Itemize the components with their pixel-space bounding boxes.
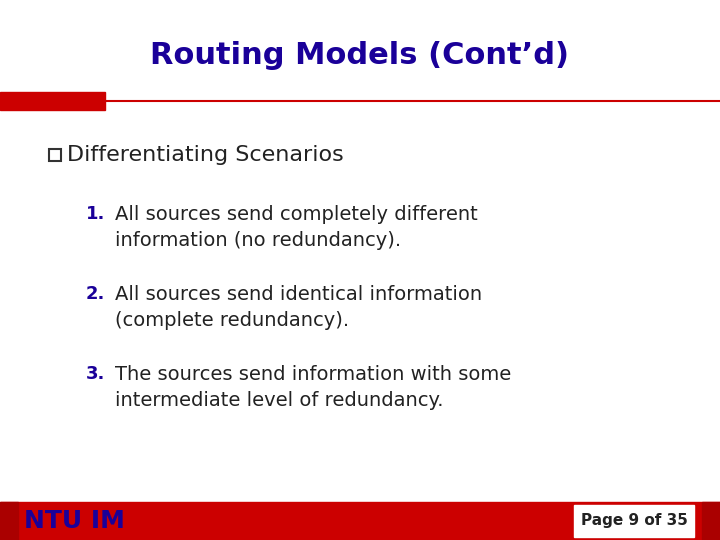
- Text: 3.: 3.: [86, 365, 105, 383]
- Text: All sources send completely different
information (no redundancy).: All sources send completely different in…: [115, 205, 478, 249]
- Text: All sources send identical information
(complete redundancy).: All sources send identical information (…: [115, 285, 482, 330]
- Text: NTU IM: NTU IM: [24, 509, 125, 533]
- Bar: [0, 502, 720, 540]
- Text: 2.: 2.: [86, 285, 105, 303]
- FancyBboxPatch shape: [574, 505, 694, 537]
- Text: Routing Models (Cont’d): Routing Models (Cont’d): [150, 40, 570, 70]
- Text: The sources send information with some
intermediate level of redundancy.: The sources send information with some i…: [115, 365, 511, 410]
- Bar: [0, 92, 105, 110]
- Text: 1.: 1.: [86, 205, 105, 223]
- Bar: [49, 149, 61, 161]
- Text: Page 9 of 35: Page 9 of 35: [580, 514, 688, 529]
- Text: Differentiating Scenarios: Differentiating Scenarios: [67, 145, 343, 165]
- Bar: [702, 502, 720, 540]
- Bar: [0, 502, 18, 540]
